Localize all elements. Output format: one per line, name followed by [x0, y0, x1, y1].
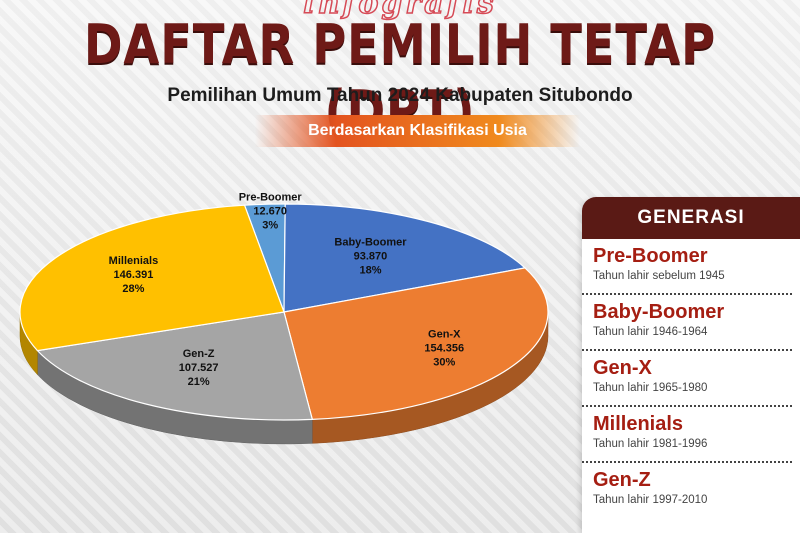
pie-slice-gen-z	[36, 311, 314, 421]
kicker-text: infografis	[302, 0, 497, 22]
slice-name: Gen-X	[428, 329, 461, 341]
legend-item-pre-boomer: Pre-Boomer Tahun lahir sebelum 1945	[582, 239, 792, 295]
slice-value: 107.527	[179, 362, 219, 374]
slice-value: 154.356	[424, 343, 464, 355]
legend-item-name: Millenials	[593, 413, 684, 435]
slice-percent: 18%	[359, 265, 381, 277]
legend-item-millenials: Millenials Tahun lahir 1981-1996	[582, 407, 792, 463]
slice-percent: 3%	[262, 219, 278, 231]
slice-percent: 21%	[188, 376, 210, 388]
legend-item-years: Tahun lahir 1997-2010	[593, 494, 708, 506]
slice-value: 12.670	[253, 205, 287, 217]
legend-item-name: Gen-Z	[593, 469, 651, 491]
pie-slice-millenials	[19, 204, 285, 352]
legend-item-baby-boomer: Baby-Boomer Tahun lahir 1946-1964	[582, 295, 792, 351]
legend-item-years: Tahun lahir 1981-1996	[593, 438, 708, 450]
slice-name: Gen-Z	[183, 348, 215, 360]
legend-item-name: Gen-X	[593, 357, 652, 379]
legend-item-gen-z: Gen-Z Tahun lahir 1997-2010	[582, 463, 792, 519]
legend-item-years: Tahun lahir 1965-1980	[593, 382, 708, 394]
slice-value: 146.391	[114, 269, 154, 281]
pie-chart: Pre-Boomer 12.670 3% Baby-Boomer 93.870 18% Ge…	[19, 191, 549, 445]
slice-label-baby-boomer: Baby-Boomer 93.870 18%	[334, 237, 407, 277]
slice-percent: 28%	[122, 283, 144, 295]
slice-label-millenials: Millenials 146.391 28%	[109, 255, 159, 295]
pie-slice-baby-boomer	[283, 203, 527, 313]
generation-legend-panel: GENERASI Pre-Boomer Tahun lahir sebelum …	[582, 197, 800, 533]
legend-item-years: Tahun lahir 1946-1964	[593, 326, 708, 338]
legend-item-years: Tahun lahir sebelum 1945	[593, 270, 725, 282]
slice-value: 93.870	[354, 251, 388, 263]
slice-percent: 30%	[433, 357, 455, 369]
legend-item-name: Pre-Boomer	[593, 245, 708, 267]
slice-name: Millenials	[109, 255, 159, 267]
pie-slice-gen-x	[283, 267, 549, 420]
legend-item-gen-x: Gen-X Tahun lahir 1965-1980	[582, 351, 792, 407]
page-subtitle: Pemilihan Umum Tahun 2024 Kabupaten Situ…	[167, 85, 633, 106]
legend-header: GENERASI	[582, 197, 800, 239]
slice-label-gen-x: Gen-X 154.356 30%	[424, 329, 464, 369]
slice-name: Pre-Boomer	[239, 191, 303, 203]
legend-item-name: Baby-Boomer	[593, 301, 725, 323]
slice-label-gen-z: Gen-Z 107.527 21%	[179, 348, 219, 388]
tagline-banner: Berdasarkan Klasifikasi Usia	[255, 115, 580, 147]
slice-name: Baby-Boomer	[334, 237, 407, 249]
slice-label-pre-boomer: Pre-Boomer 12.670 3%	[239, 191, 303, 231]
